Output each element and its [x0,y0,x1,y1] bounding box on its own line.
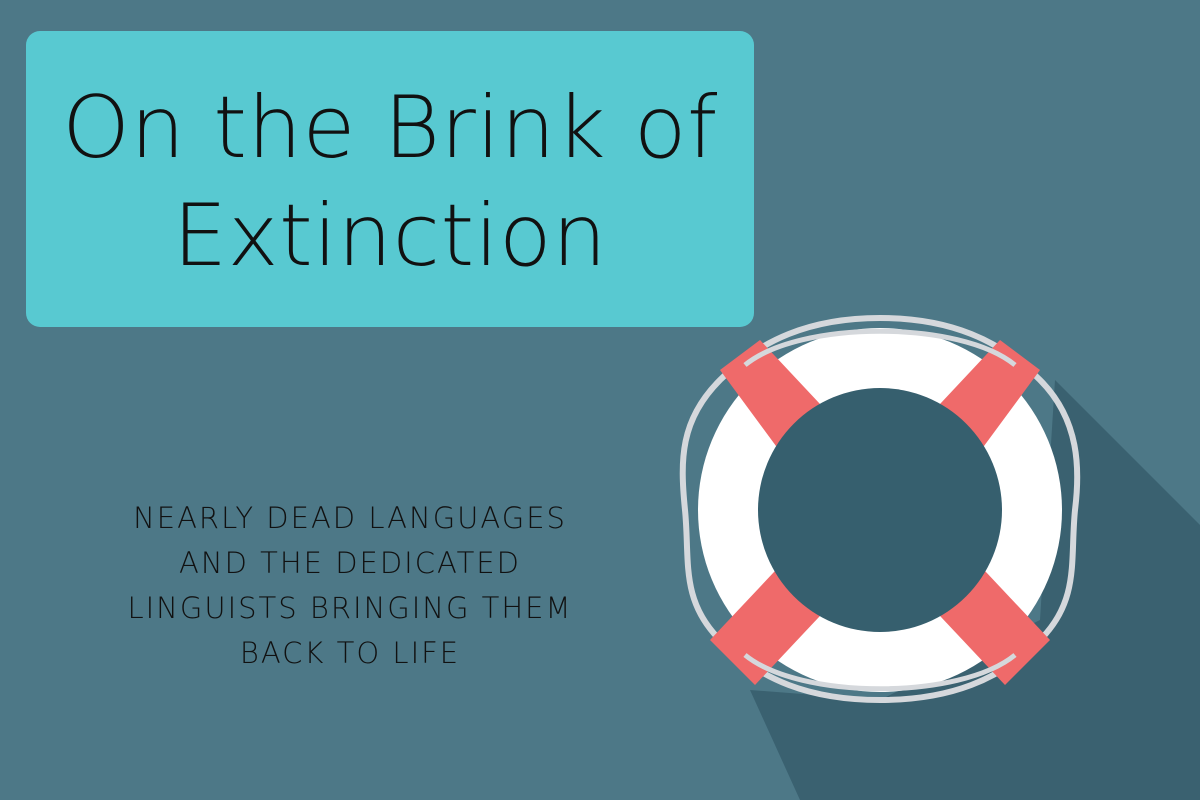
lifebuoy-shadow [750,380,1200,800]
lifebuoy-rope-inner [743,328,1017,692]
title-box: On the Brink of Extinction [26,31,754,327]
lifebuoy-icon [679,314,1081,704]
subtitle-line-2: AND THE DEDICATED [179,546,521,580]
subtitle: NEARLY DEAD LANGUAGES AND THE DEDICATED … [60,496,640,676]
subtitle-line-1: NEARLY DEAD LANGUAGES [133,501,567,535]
lifebuoy-rope [679,314,1081,704]
title-line-1: On the Brink of [62,78,718,178]
subtitle-line-4: BACK TO LIFE [239,636,461,670]
subtitle-line-3: LINGUISTS BRINGING THEM [127,591,573,625]
lifebuoy-center [758,388,1002,632]
title-line-2: Extinction [172,186,608,286]
